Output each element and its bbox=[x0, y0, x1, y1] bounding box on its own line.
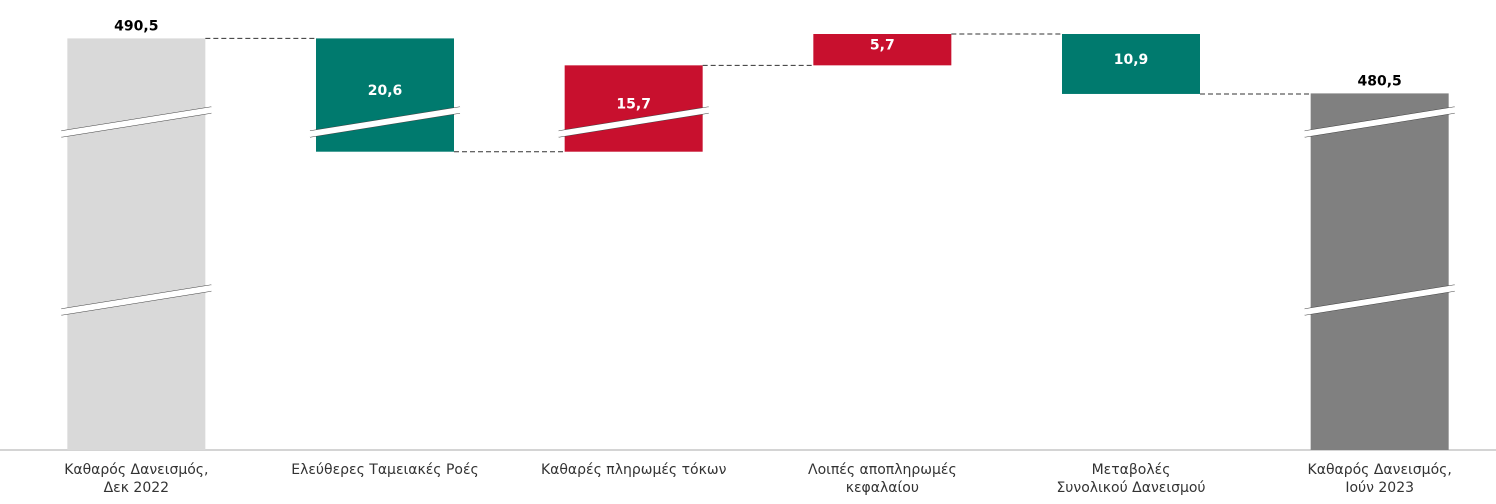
axis-break-gap bbox=[558, 107, 709, 137]
x-tick-label: Καθαρές πληρωμές τόκων bbox=[541, 462, 727, 478]
x-tick-label: Συνολικού Δανεισμού bbox=[1056, 480, 1205, 496]
axis-break-gap bbox=[1304, 107, 1455, 137]
x-tick-label: κεφαλαίου bbox=[846, 480, 919, 496]
x-tick-label: Ελεύθερες Ταμειακές Ροές bbox=[291, 462, 479, 478]
x-tick-label: Καθαρός Δανεισμός, bbox=[1308, 462, 1452, 478]
bar bbox=[1062, 34, 1200, 94]
value-label: 480,5 bbox=[1358, 73, 1402, 89]
axis-break-gap bbox=[61, 107, 212, 137]
x-tick-label: Μεταβολές bbox=[1092, 462, 1171, 478]
value-label: 20,6 bbox=[368, 83, 403, 99]
bar bbox=[1310, 93, 1449, 451]
value-label: 490,5 bbox=[114, 18, 158, 34]
value-label: 5,7 bbox=[870, 38, 895, 54]
axis-break-gap bbox=[1304, 285, 1455, 315]
x-tick-label: Καθαρός Δανεισμός, bbox=[64, 462, 208, 478]
bar bbox=[813, 34, 952, 66]
axis-break-gap bbox=[310, 107, 460, 137]
bar bbox=[564, 65, 703, 152]
value-label: 10,9 bbox=[1114, 52, 1149, 68]
bar bbox=[67, 38, 206, 451]
x-tick-label: Λοιπές αποπληρωμές bbox=[808, 462, 957, 478]
axis-break-gap bbox=[61, 285, 212, 315]
x-tick-label: Ιούν 2023 bbox=[1345, 480, 1414, 496]
value-label: 15,7 bbox=[616, 97, 651, 113]
x-tick-label: Δεκ 2022 bbox=[104, 480, 169, 496]
